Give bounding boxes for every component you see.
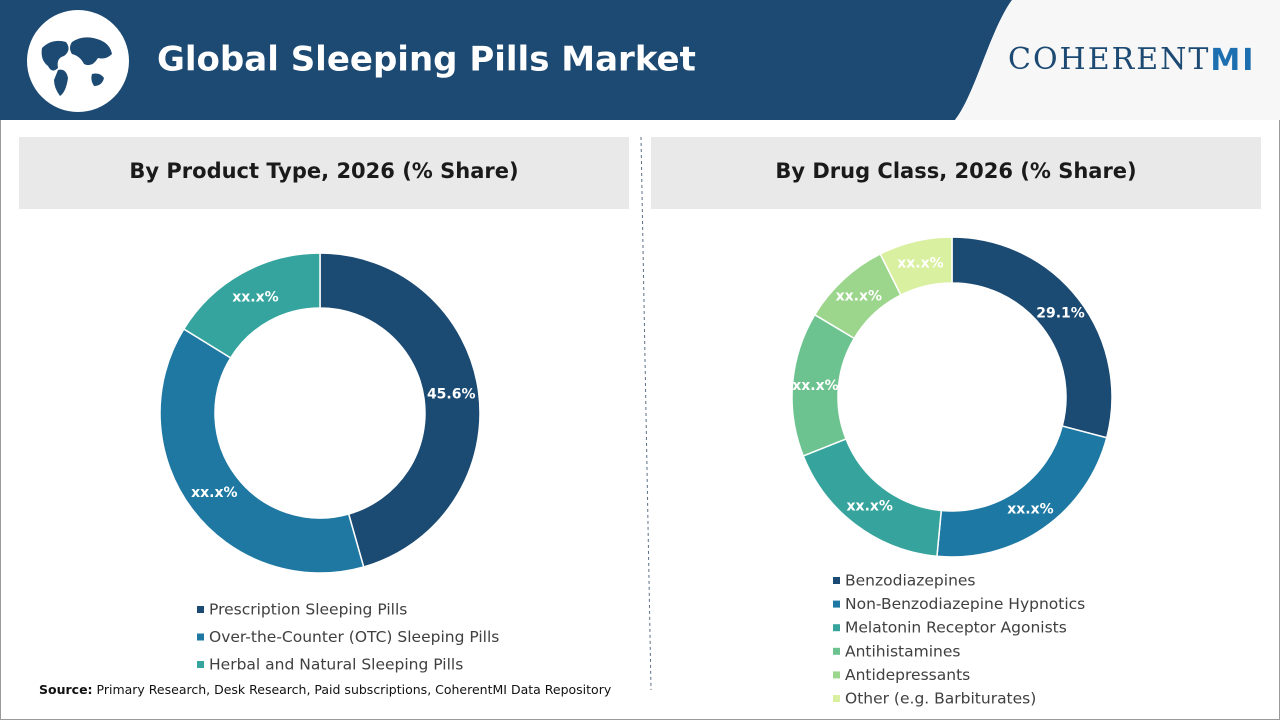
legend-swatch [833,647,840,655]
slice-label: 45.6% [427,387,476,403]
slice-label: xx.x% [232,289,278,305]
legend-swatch [833,600,840,608]
legend-swatch [833,695,840,702]
legend-swatch [833,577,840,584]
legend-swatch [197,606,204,613]
donut-slice [879,236,953,297]
logo-area [955,0,1280,120]
legend-swatch [197,633,204,641]
legend-swatch [197,661,204,668]
panel-header [651,137,1261,209]
legend-swatch [833,671,840,679]
source: Source: Primary Research, Desk Research,… [39,682,612,697]
legend-label: Melatonin Receptor Agonists [845,619,1067,637]
legend-label: Over-the-Counter (OTC) Sleeping Pills [209,628,499,646]
donut-slice [159,327,365,574]
globe-icon [27,10,129,112]
slice-label: xx.x% [1007,501,1053,517]
slice-label: 29.1% [1036,305,1085,321]
legend-label: Antihistamines [845,642,960,660]
donut-slice [319,252,481,568]
legend-label: Prescription Sleeping Pills [209,601,407,619]
logo: COHERENTMI [1008,42,1255,78]
panel-header [19,137,629,209]
legend-swatch [833,624,840,632]
legend-label: Herbal and Natural Sleeping Pills [209,656,463,674]
legend-label: Non-Benzodiazepine Hypnotics [845,595,1085,613]
legend-label: Other (e.g. Barbiturates) [845,690,1036,708]
page-title: Global Sleeping Pills Market [157,40,696,80]
legend-label: Benzodiazepines [845,572,976,590]
slice-label: xx.x% [897,256,943,272]
panel-title: By Drug Class, 2026 (% Share) [775,159,1136,183]
divider [640,136,652,691]
panel-title: By Product Type, 2026 (% Share) [129,159,518,183]
legend-label: Antidepressants [845,666,970,684]
header-band [0,0,1012,120]
slice-label: xx.x% [191,485,237,501]
slice-label: xx.x% [847,499,893,515]
slice-label: xx.x% [836,289,882,305]
donut-slice [182,252,321,359]
slice-label: xx.x% [792,378,838,394]
